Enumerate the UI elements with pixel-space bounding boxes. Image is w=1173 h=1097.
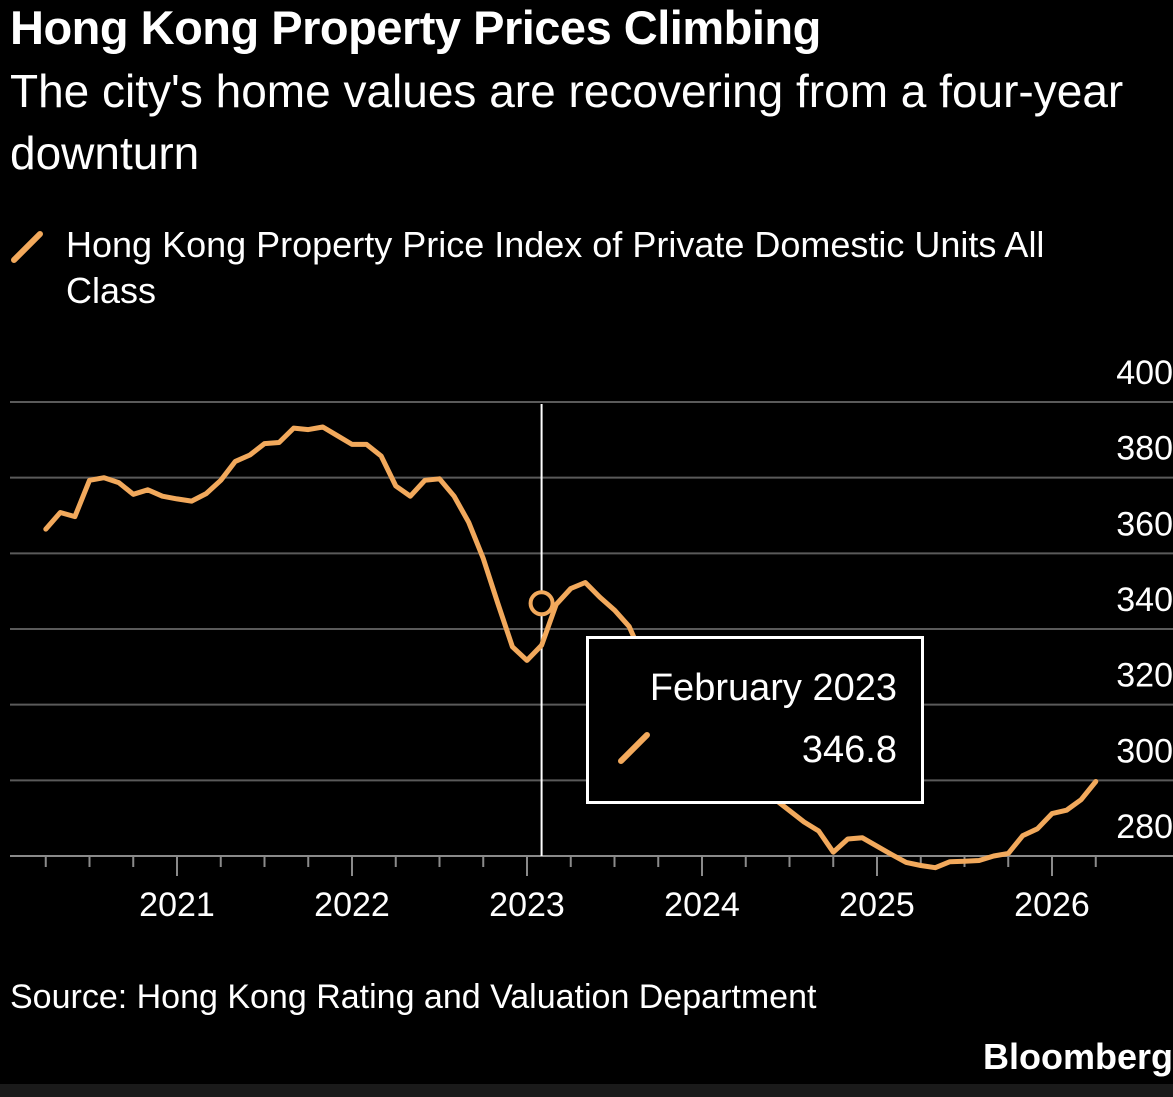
y-tick-label-300: 300 (1116, 732, 1173, 770)
tooltip: February 2023 346.8 (586, 636, 924, 804)
y-tick-label-380: 380 (1116, 430, 1173, 468)
y-tick-label-360: 360 (1116, 505, 1173, 543)
y-tick-label-340: 340 (1116, 581, 1173, 619)
highlight-point (528, 590, 555, 617)
x-tick-label-2025: 2025 (839, 886, 915, 924)
chart-subtitle: The city's home values are recovering fr… (10, 65, 1124, 179)
x-tick-label-2024: 2024 (664, 886, 740, 924)
x-tick-label-2022: 2022 (314, 886, 390, 924)
x-tick-label-2021: 2021 (139, 886, 215, 924)
tooltip-line-icon (618, 732, 650, 764)
line-chart[interactable]: 280 300 320 340 360 380 400 2021 2022 2023 2024 202… (0, 0, 1173, 960)
legend-line-icon (11, 231, 43, 263)
y-tick-label-280: 280 (1116, 808, 1173, 846)
y-tick-label-320: 320 (1116, 657, 1173, 695)
source-note: Source: Hong Kong Rating and Valuation D… (10, 978, 817, 1016)
tooltip-date: February 2023 (649, 667, 897, 709)
x-tick-label-2026: 2026 (1014, 886, 1090, 924)
chart-title: Hong Kong Property Prices Climbing (10, 1, 821, 54)
bloomberg-logo: Bloomberg (982, 1036, 1173, 1077)
y-tick-label-400: 400 (1116, 354, 1173, 392)
tooltip-value: 346.8 (801, 729, 897, 771)
x-tick-label-2023: 2023 (489, 886, 565, 924)
series-line-property-price-index (43, 424, 1099, 871)
legend-label: Hong Kong Property Price Index of Privat… (66, 224, 1045, 311)
bottom-frame (0, 1084, 1173, 1097)
